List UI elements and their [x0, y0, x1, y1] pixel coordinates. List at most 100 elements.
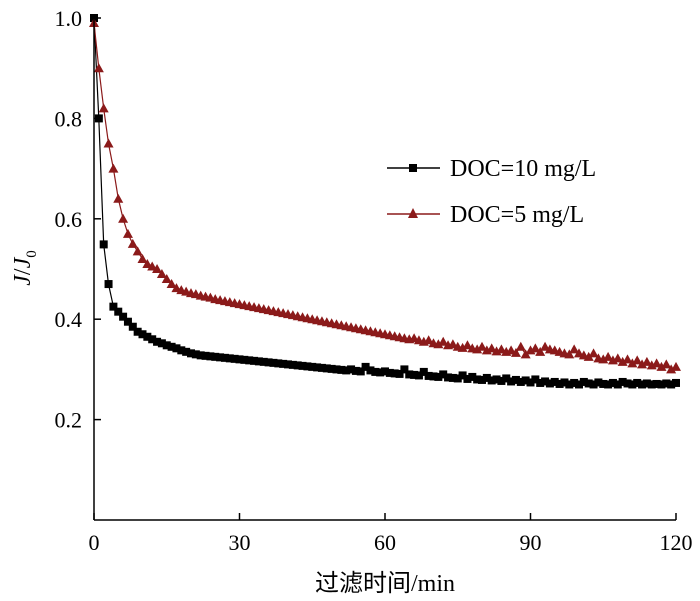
data-point	[127, 238, 138, 248]
data-point	[157, 339, 166, 348]
data-point	[284, 360, 292, 369]
data-point	[604, 380, 613, 389]
data-point	[137, 253, 148, 263]
data-point	[148, 335, 157, 344]
data-point	[627, 358, 638, 368]
data-point	[477, 341, 487, 351]
data-point	[356, 367, 365, 376]
data-point	[327, 364, 336, 373]
data-point	[588, 348, 599, 358]
data-point	[153, 337, 162, 346]
data-point	[133, 327, 142, 336]
data-point	[385, 368, 394, 377]
x-axis-label: 过滤时间/min	[315, 570, 455, 597]
data-point	[371, 367, 380, 376]
data-point	[342, 366, 351, 375]
data-point	[128, 322, 137, 331]
data-point	[152, 264, 163, 273]
data-point	[575, 380, 583, 389]
data-point	[123, 317, 132, 326]
data-point	[632, 355, 643, 365]
data-point	[161, 274, 172, 284]
data-point	[667, 380, 676, 389]
data-point	[487, 376, 496, 385]
y-tick-label: 0.8	[55, 106, 83, 131]
data-point	[564, 349, 575, 359]
data-point	[458, 371, 467, 380]
data-point	[395, 369, 404, 378]
data-point	[313, 363, 322, 372]
data-point	[439, 370, 448, 379]
data-point	[569, 344, 580, 354]
data-point	[531, 375, 540, 384]
data-point	[303, 362, 312, 371]
data-point	[516, 377, 525, 386]
x-tick-label: 30	[229, 530, 251, 555]
data-point	[424, 371, 433, 380]
data-point	[366, 366, 375, 375]
data-point	[511, 375, 520, 384]
data-point	[589, 380, 598, 389]
data-point	[535, 346, 546, 356]
data-point	[98, 103, 109, 113]
data-point	[429, 372, 438, 381]
data-point	[618, 377, 627, 386]
data-point	[598, 354, 609, 364]
data-point	[376, 368, 385, 377]
data-point	[298, 361, 307, 370]
data-point	[515, 341, 526, 351]
data-point	[520, 349, 531, 359]
data-point	[641, 356, 652, 366]
data-point	[245, 356, 254, 365]
data-point	[478, 375, 486, 384]
data-point	[608, 378, 617, 387]
data-point	[583, 351, 594, 361]
y-axis-label-subscript: 0	[24, 250, 40, 258]
data-point	[666, 364, 677, 374]
data-point	[579, 377, 588, 386]
data-point	[104, 280, 113, 289]
data-point	[308, 362, 317, 371]
data-point	[560, 378, 569, 387]
legend-label-doc10: DOC=10 mg/L	[450, 156, 596, 182]
y-tick-label: 0.6	[55, 207, 83, 232]
x-tick-label: 0	[89, 530, 100, 555]
y-axis-label-part2: J	[10, 256, 36, 268]
data-point	[196, 351, 205, 360]
data-point	[550, 377, 559, 386]
data-point	[433, 339, 444, 349]
legend-entry-doc10: DOC=10 mg/L	[387, 156, 596, 182]
data-point	[497, 376, 506, 385]
data-point	[612, 353, 623, 363]
data-point	[143, 332, 152, 341]
data-point	[594, 378, 603, 387]
data-point	[521, 376, 530, 385]
data-point	[457, 342, 468, 352]
data-point	[317, 363, 326, 372]
data-point	[172, 344, 181, 353]
data-point	[240, 355, 249, 364]
legend-entry-doc5: DOC=5 mg/L	[387, 202, 584, 228]
data-point	[93, 63, 104, 73]
data-point	[405, 370, 414, 379]
data-point	[108, 163, 119, 173]
data-point	[617, 356, 628, 366]
data-point	[332, 365, 341, 374]
y-axis-label: J/J0	[10, 250, 40, 285]
y-tick-label: 1.0	[55, 6, 83, 31]
data-point	[279, 359, 288, 368]
data-point	[599, 379, 608, 388]
data-point	[448, 373, 457, 382]
data-point	[337, 365, 346, 374]
data-point	[230, 354, 239, 363]
data-point	[156, 269, 167, 279]
data-point	[122, 228, 133, 238]
data-point	[187, 349, 195, 358]
data-point	[414, 371, 423, 380]
data-point	[177, 346, 186, 355]
data-point	[206, 352, 215, 361]
x-tick-label: 90	[520, 530, 542, 555]
y-axis-label-slash: /	[10, 268, 36, 275]
y-tick-label: 0.4	[55, 307, 83, 332]
data-point	[642, 379, 651, 388]
